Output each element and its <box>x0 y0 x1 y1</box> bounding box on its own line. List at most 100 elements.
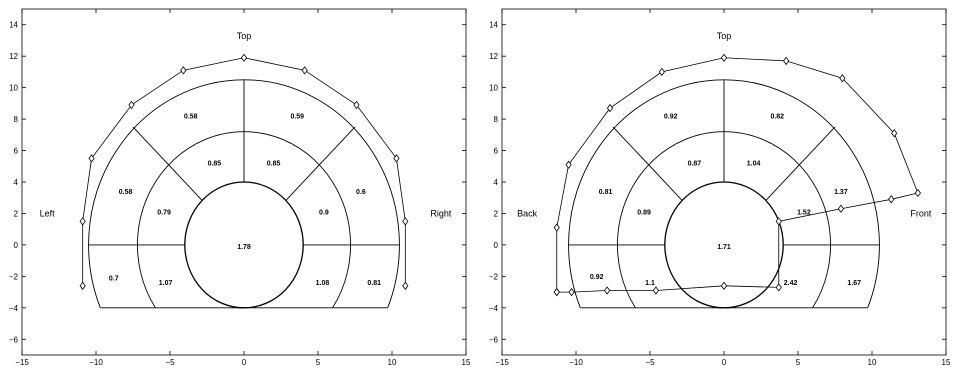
diamond-marker <box>775 217 782 226</box>
diamond-marker <box>658 67 665 77</box>
diamond-marker <box>402 217 409 226</box>
direction-label-top: Top <box>237 31 252 41</box>
x-tick-label: −15 <box>495 358 509 367</box>
y-tick-label: 2 <box>14 209 19 218</box>
region-value-label: 1.71 <box>717 244 731 251</box>
region-map <box>568 79 880 309</box>
y-tick-label: 14 <box>9 21 18 30</box>
x-tick-label: −10 <box>569 358 583 367</box>
y-tick-label: 10 <box>489 84 498 93</box>
region-value-label: 0.6 <box>356 189 366 196</box>
region-value-label: 1.1 <box>645 280 655 287</box>
y-tick-label: −2 <box>9 272 19 281</box>
diamond-marker <box>783 56 790 66</box>
y-tick-label: 2 <box>494 209 499 218</box>
x-tick-label: 5 <box>796 358 801 367</box>
diamond-marker <box>79 281 86 290</box>
x-tick-label: 15 <box>942 358 951 367</box>
diamond-marker <box>553 223 560 232</box>
polar-response-line <box>556 57 919 293</box>
diamond-marker <box>720 281 728 290</box>
region-value-label: 0.9 <box>319 209 329 216</box>
region-value-label: 0.81 <box>599 189 613 196</box>
y-tick-label: −4 <box>9 304 19 313</box>
region-value-label: 0.87 <box>688 161 702 168</box>
diamond-marker <box>553 287 560 297</box>
y-tick-label: 8 <box>14 115 19 124</box>
x-tick-label: 10 <box>388 358 397 367</box>
region-value-label: 0.58 <box>119 189 133 196</box>
y-tick-label: 12 <box>9 52 18 61</box>
y-tick-label: 8 <box>494 115 499 124</box>
divider-diag-left <box>132 126 203 201</box>
region-value-label: 0.59 <box>290 113 304 120</box>
diamond-marker <box>603 286 611 295</box>
divider-diag-left <box>612 126 683 201</box>
region-value-label: 0.85 <box>208 161 222 168</box>
direction-label-right: Front <box>910 208 932 218</box>
region-value-label: 0.89 <box>637 209 651 216</box>
diamond-marker <box>914 188 921 198</box>
x-tick-label: −5 <box>645 358 655 367</box>
diamond-marker <box>393 154 400 163</box>
x-tick-label: 10 <box>868 358 877 367</box>
direction-label-left: Back <box>517 208 538 218</box>
region-value-label: 0.92 <box>664 113 678 120</box>
diamond-marker <box>180 66 187 75</box>
diamond-marker <box>402 281 409 290</box>
y-tick-label: 14 <box>489 21 498 30</box>
diamond-marker <box>301 66 308 75</box>
y-tick-label: 10 <box>9 84 18 93</box>
x-tick-label: 5 <box>316 358 321 367</box>
region-map <box>88 79 400 309</box>
y-tick-label: −2 <box>489 272 499 281</box>
x-tick-label: 15 <box>462 358 471 367</box>
diamond-marker <box>128 100 135 110</box>
diamond-marker <box>652 286 660 295</box>
diamond-marker <box>79 217 86 226</box>
diamond-marker <box>720 53 728 62</box>
direction-label-top: Top <box>717 31 732 41</box>
diamond-marker <box>568 287 575 297</box>
y-tick-label: 0 <box>14 241 19 250</box>
region-value-label: 0.92 <box>590 274 604 281</box>
diamond-marker <box>606 103 614 113</box>
diamond-marker <box>888 195 895 204</box>
region-value-label: 0.7 <box>109 275 119 282</box>
diamond-marker <box>775 283 782 292</box>
region-value-label: 0.81 <box>367 280 381 287</box>
divider-diag-right <box>765 126 836 201</box>
diamond-marker <box>353 100 360 110</box>
x-tick-label: 0 <box>722 358 727 367</box>
y-tick-label: 6 <box>494 147 499 156</box>
y-tick-label: −6 <box>489 335 499 344</box>
diamond-marker <box>240 53 248 62</box>
x-tick-label: −15 <box>15 358 29 367</box>
chart-panel-left: −15 −10 −5 0 5 10 15 −6 −4 −2 0 2 4 6 8 10 12 14 0.58 0.59 0… <box>9 8 471 367</box>
region-value-label: 2.42 <box>784 280 798 287</box>
y-tick-label: 4 <box>14 178 19 187</box>
region-value-label: 0.82 <box>770 113 784 120</box>
diamond-marker <box>839 74 846 83</box>
region-value-label: 1.52 <box>797 209 811 216</box>
diamond-marker <box>837 204 845 213</box>
diamond-marker <box>565 160 572 169</box>
diamond-marker <box>88 154 95 163</box>
region-value-label: 1.04 <box>747 161 761 168</box>
region-value-label: 1.07 <box>159 280 173 287</box>
region-value-label: 1.78 <box>237 244 251 251</box>
direction-label-right: Right <box>430 208 452 218</box>
chart-panel-right: −15 −10 −5 0 5 10 15 −6 −4 −2 0 2 4 6 8 10 12 14 0.92 0.82 0… <box>489 8 951 367</box>
region-value-label: 0.79 <box>157 209 171 216</box>
y-tick-label: −4 <box>489 304 499 313</box>
region-value-label: 1.37 <box>834 189 848 196</box>
y-tick-label: 4 <box>494 178 499 187</box>
x-tick-label: 0 <box>242 358 247 367</box>
region-value-label: 1.08 <box>316 280 330 287</box>
region-value-label: 0.58 <box>184 113 198 120</box>
y-tick-label: −6 <box>9 335 19 344</box>
diamond-marker <box>891 129 898 138</box>
direction-label-left: Left <box>40 208 56 218</box>
x-tick-label: −10 <box>89 358 103 367</box>
